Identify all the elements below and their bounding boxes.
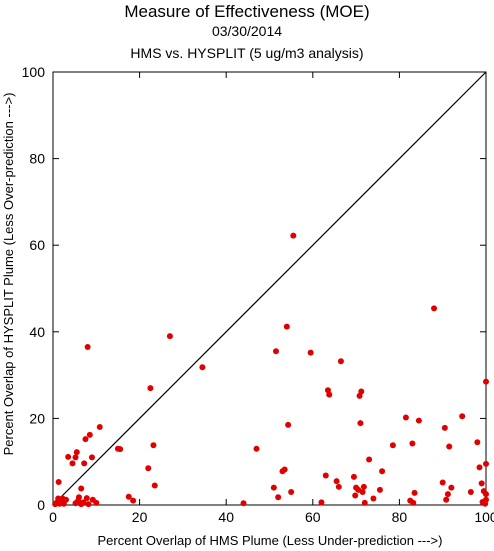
x-tick-label: 60 (305, 509, 321, 525)
x-axis-label: Percent Overlap of HMS Plume (Less Under… (98, 533, 443, 548)
y-tick-label: 100 (22, 64, 46, 80)
data-point (96, 424, 103, 431)
data-point (72, 454, 79, 461)
data-point (80, 499, 87, 506)
data-point (448, 484, 455, 491)
data-point (145, 465, 152, 472)
data-point (402, 414, 409, 421)
x-tick-label: 40 (218, 509, 234, 525)
chart-date: 03/30/2014 (212, 23, 282, 39)
data-point (366, 456, 373, 463)
data-point (125, 493, 132, 500)
data-point (389, 442, 396, 449)
x-tick-label: 20 (132, 509, 148, 525)
data-point (476, 464, 483, 471)
data-point (151, 482, 158, 489)
data-point (290, 232, 297, 239)
data-point (478, 480, 485, 487)
data-point (62, 496, 69, 503)
x-tick-label: 0 (49, 509, 57, 525)
data-point (283, 323, 290, 330)
data-point (318, 499, 325, 506)
data-point (359, 489, 366, 496)
y-tick-label: 60 (29, 237, 45, 253)
data-point (350, 473, 357, 480)
data-point (199, 364, 206, 371)
data-point (240, 500, 247, 507)
data-point (376, 486, 383, 493)
data-point (322, 472, 329, 479)
data-point (82, 436, 89, 443)
data-point (270, 484, 277, 491)
data-point (150, 442, 157, 449)
x-tick-label: 100 (474, 509, 494, 525)
data-point (55, 479, 62, 486)
one-to-one-line (52, 71, 487, 506)
data-point (69, 460, 76, 467)
data-point (483, 378, 489, 385)
data-point (93, 499, 100, 506)
data-point (84, 343, 91, 350)
data-point (65, 453, 72, 460)
data-point (446, 443, 453, 450)
data-point (459, 413, 466, 420)
y-axis-label: Percent Overlap of HYSPLIT Plume (Less O… (1, 93, 16, 456)
data-point (439, 479, 446, 486)
data-point (441, 424, 448, 431)
data-point (370, 495, 377, 502)
data-point (78, 485, 85, 492)
data-point (275, 494, 282, 501)
data-point (444, 491, 451, 498)
data-point (358, 388, 365, 395)
data-point (147, 385, 154, 392)
data-point (352, 492, 359, 499)
data-point (253, 445, 260, 452)
data-point (360, 483, 367, 490)
data-point (81, 460, 88, 467)
chart-title: Measure of Effectiveness (MOE) (124, 2, 369, 21)
data-point (86, 431, 93, 438)
data-point (443, 496, 450, 503)
data-point (410, 499, 417, 506)
data-point (379, 468, 386, 475)
data-point (166, 333, 173, 340)
y-tick-label: 40 (29, 324, 45, 340)
plot-area: 0 20 40 60 80 100 0 20 40 60 80 100 (22, 64, 494, 525)
x-tick-label: 80 (392, 509, 408, 525)
chart-subtitle: HMS vs. HYSPLIT (5 ug/m3 analysis) (130, 45, 363, 61)
data-point (431, 305, 438, 312)
data-point (474, 439, 481, 446)
data-point (285, 421, 292, 428)
data-point (130, 497, 137, 504)
data-point (307, 349, 314, 356)
data-point (337, 358, 344, 365)
data-point (333, 478, 340, 485)
y-tick-label: 80 (29, 151, 45, 167)
data-point (75, 494, 82, 501)
y-tick-label: 20 (29, 410, 45, 426)
data-point (281, 466, 288, 473)
data-point (409, 440, 416, 447)
data-point (326, 391, 333, 398)
plot-frame (52, 71, 487, 506)
data-point (288, 489, 295, 496)
data-point (73, 449, 80, 456)
data-point (357, 420, 364, 427)
data-point (483, 491, 489, 498)
data-point (411, 489, 418, 496)
data-point (335, 483, 342, 490)
data-point (272, 348, 279, 355)
data-point (88, 454, 95, 461)
data-point (85, 501, 92, 508)
data-point (83, 495, 90, 502)
data-point (467, 489, 474, 496)
data-point (415, 417, 422, 424)
data-point (483, 460, 489, 467)
data-point (117, 446, 124, 453)
data-point (483, 496, 489, 503)
data-point (361, 499, 368, 506)
y-tick-label: 0 (37, 497, 45, 513)
